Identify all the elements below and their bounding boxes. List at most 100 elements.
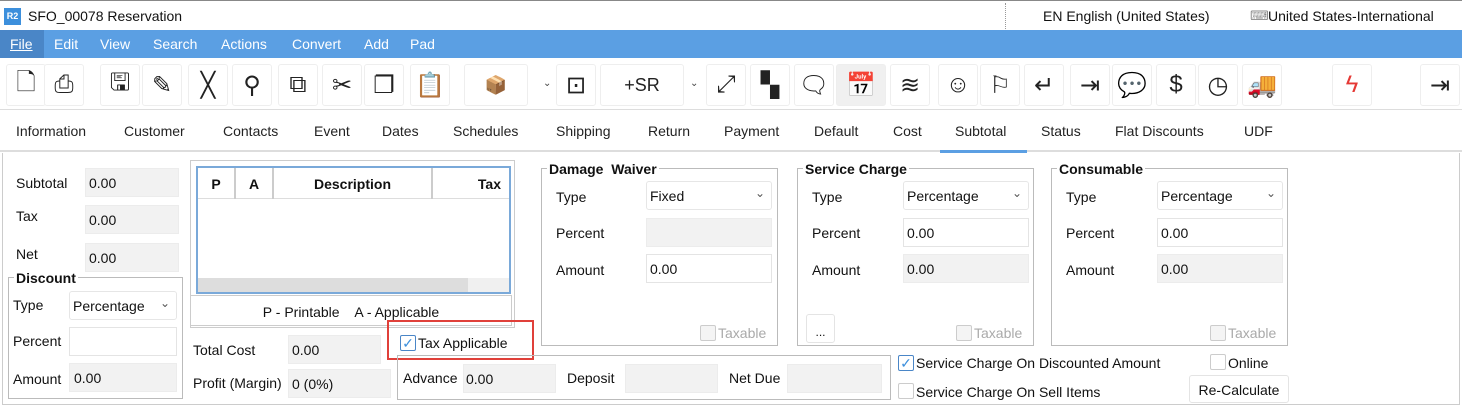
copy-number-icon[interactable]: ⧉ <box>278 64 318 106</box>
subtotal-field: 0.00 <box>85 168 179 197</box>
window-title: SFO_00078 Reservation <box>28 8 183 24</box>
online-checkbox[interactable] <box>1210 354 1226 370</box>
comment-icon[interactable]: 🗨 <box>794 64 834 106</box>
dw-amount-label: Amount <box>556 262 605 278</box>
tab-default[interactable]: Default <box>814 123 859 139</box>
sc-discounted-label: Service Charge On Discounted Amount <box>916 355 1161 371</box>
new-document-icon[interactable]: 🗋 <box>6 64 46 106</box>
scrollbar-track[interactable] <box>468 278 509 292</box>
search-window-icon[interactable]: ⊡ <box>556 64 596 106</box>
tab-schedules[interactable]: Schedules <box>453 123 519 139</box>
menu-file[interactable]: File <box>0 30 44 58</box>
dw-amount-input[interactable]: 0.00 <box>646 254 772 283</box>
menu-search[interactable]: Search <box>153 36 198 52</box>
tax-table[interactable]: P A Description Tax <box>196 166 511 294</box>
item-search-icon[interactable]: 📦 <box>464 64 528 106</box>
sc-taxable-checkbox[interactable] <box>956 325 972 341</box>
sc-percent-input[interactable]: 0.00 <box>903 218 1029 247</box>
menu-convert[interactable]: Convert <box>292 36 342 52</box>
flag-icon[interactable]: ⚐ <box>980 64 1020 106</box>
copy-icon[interactable]: ❐ <box>364 64 404 106</box>
tab-status[interactable]: Status <box>1041 123 1081 139</box>
sc-discounted-checkbox[interactable]: ✓ <box>898 355 914 371</box>
smiley-icon[interactable]: ☺ <box>938 64 978 106</box>
sc-type-label: Type <box>812 189 843 205</box>
discount-type-value: Percentage <box>73 298 145 314</box>
tab-contacts[interactable]: Contacts <box>223 123 279 139</box>
cons-type-value: Percentage <box>1161 188 1233 204</box>
keyboard-layout[interactable]: United States-International <box>1268 8 1434 24</box>
tax-table-group <box>190 160 515 328</box>
chat-zero-icon[interactable]: 💬 <box>1112 64 1152 106</box>
import-box-icon[interactable]: ⇥ <box>1070 64 1110 106</box>
dw-type-select[interactable]: Fixed ⌄ <box>646 181 772 210</box>
sc-more-button[interactable]: ... <box>806 314 835 343</box>
profit-label: Profit (Margin) <box>193 375 282 391</box>
tab-event[interactable]: Event <box>314 123 350 139</box>
chevron-down-icon[interactable]: ⌄ <box>543 78 552 89</box>
tab-return[interactable]: Return <box>648 123 691 139</box>
return-icon[interactable]: ↵ <box>1024 64 1064 106</box>
tab-udf[interactable]: UDF <box>1244 123 1273 139</box>
tab-customer[interactable]: Customer <box>124 123 185 139</box>
service-charge-group <box>797 168 1034 346</box>
menu-edit[interactable]: Edit <box>54 36 79 52</box>
cons-type-select[interactable]: Percentage ⌄ <box>1157 181 1283 210</box>
logout-icon[interactable]: ⇥ <box>1420 64 1460 106</box>
tab-cost[interactable]: Cost <box>893 123 922 139</box>
consumable-title: Consumable <box>1057 161 1146 177</box>
app-logo: R2 <box>4 8 21 25</box>
print-icon[interactable]: ⎙ <box>44 64 84 106</box>
menu-pad[interactable]: Pad <box>410 36 435 52</box>
calendar-check-icon[interactable]: 📅 <box>836 64 886 106</box>
net-due-field <box>787 364 882 393</box>
search-icon[interactable]: ⚲ <box>232 64 272 106</box>
discount-amount-label: Amount <box>13 371 62 387</box>
dw-taxable-checkbox[interactable] <box>700 325 716 341</box>
cons-amount-label: Amount <box>1066 262 1115 278</box>
tab-bar: Information Customer Contacts Event Date… <box>0 112 1462 152</box>
menu-view[interactable]: View <box>100 36 131 52</box>
clock-dollar-icon[interactable]: ◷ <box>1198 64 1238 106</box>
layers-icon[interactable]: ≋ <box>890 64 930 106</box>
sc-sell-items-checkbox[interactable] <box>898 383 914 399</box>
column-header-tax[interactable]: Tax <box>477 176 501 192</box>
subtotal-label: Subtotal <box>16 175 68 191</box>
menu-add[interactable]: Add <box>364 36 389 52</box>
recalculate-button[interactable]: Re-Calculate <box>1189 375 1289 403</box>
discount-type-select[interactable]: Percentage ⌄ <box>69 291 177 320</box>
save-icon[interactable]: 🖫 <box>100 64 140 106</box>
add-sr-button[interactable]: +SR <box>600 64 684 106</box>
tax-applicable-checkbox[interactable]: ✓ <box>400 335 416 351</box>
sc-type-select[interactable]: Percentage ⌄ <box>903 181 1029 210</box>
dw-taxable-label: Taxable <box>718 325 767 341</box>
tab-flat-discounts[interactable]: Flat Discounts <box>1115 123 1204 139</box>
horizontal-scrollbar[interactable] <box>198 278 468 292</box>
discount-title: Discount <box>14 270 78 286</box>
tab-subtotal[interactable]: Subtotal <box>955 123 1007 139</box>
column-header-description[interactable]: Description <box>274 168 433 199</box>
cons-taxable-checkbox[interactable] <box>1210 325 1226 341</box>
menu-actions[interactable]: Actions <box>221 36 267 52</box>
tab-dates[interactable]: Dates <box>382 123 419 139</box>
edit-pencil-icon[interactable]: ✎ <box>142 64 182 106</box>
chevron-down-icon[interactable]: ⌄ <box>690 78 699 89</box>
tab-shipping[interactable]: Shipping <box>556 123 611 139</box>
lightning-icon[interactable]: ϟ <box>1332 64 1372 106</box>
expand-icon[interactable]: ⤢ <box>706 64 746 106</box>
cut-icon[interactable]: ✂ <box>322 64 362 106</box>
invoice-dollar-icon[interactable]: $ <box>1156 64 1196 106</box>
delete-x-icon[interactable]: ╳ <box>188 64 228 106</box>
tax-table-legend: P - Printable A - Applicable <box>190 295 512 326</box>
discount-percent-input[interactable] <box>69 327 177 356</box>
grid-icon[interactable]: ▚ <box>750 64 790 106</box>
cons-percent-input[interactable]: 0.00 <box>1157 218 1283 247</box>
truck-icon[interactable]: 🚚 <box>1242 64 1282 106</box>
language-indicator[interactable]: EN English (United States) <box>1043 8 1210 24</box>
tab-payment[interactable]: Payment <box>724 123 780 139</box>
tab-information[interactable]: Information <box>16 123 87 139</box>
column-header-p[interactable]: P <box>198 168 236 199</box>
clipboard-icon[interactable]: 📋 <box>410 64 450 106</box>
column-header-a[interactable]: A <box>236 168 274 199</box>
tax-applicable-label: Tax Applicable <box>418 335 508 351</box>
